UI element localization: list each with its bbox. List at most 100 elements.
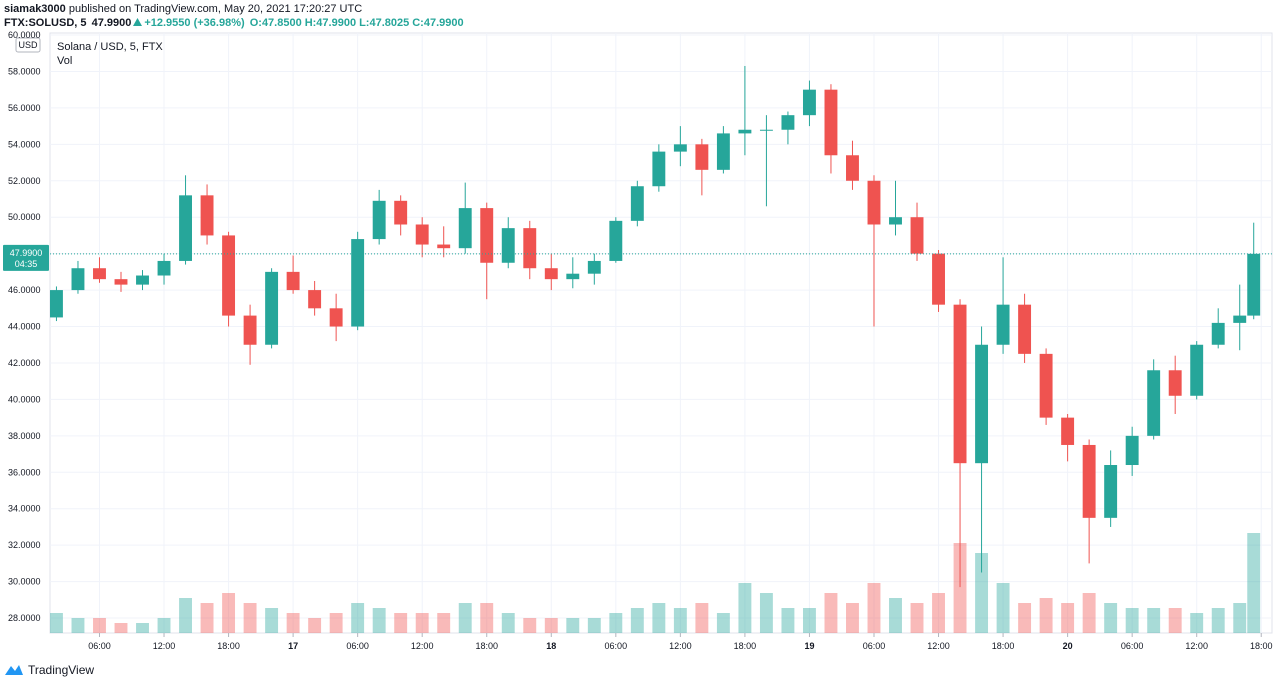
candle-body	[781, 115, 795, 130]
x-tick-label: 18:00	[475, 641, 498, 651]
volume-bar	[910, 603, 924, 633]
candle-body	[1082, 444, 1096, 518]
candle-body	[243, 315, 257, 345]
volume-bar	[996, 583, 1010, 633]
candle-body	[1018, 304, 1032, 354]
candle-body	[308, 290, 322, 309]
volume-bar	[846, 603, 859, 633]
y-tick-label: 44.0000	[8, 322, 41, 332]
x-tick-label: 06:00	[88, 641, 111, 651]
y-tick-label: 38.0000	[8, 431, 41, 441]
volume-bar	[415, 613, 429, 633]
candle-body	[759, 129, 773, 131]
candle-body	[609, 220, 623, 261]
volume-bar	[308, 618, 322, 633]
candle-body	[652, 151, 666, 187]
volume-label: Vol	[57, 55, 72, 67]
volume-bar	[587, 618, 601, 633]
x-tick-label: 19	[804, 641, 814, 651]
volume-bar	[953, 543, 967, 633]
x-tick-label: 12:00	[411, 641, 434, 651]
up-arrow	[133, 18, 143, 26]
candle-body	[157, 260, 171, 276]
chart: Solana / USD, 5, FTX Vol USD 28.0000 30.0…	[3, 30, 1273, 651]
publish-info: siamak3000 published on TradingView.com,…	[4, 3, 362, 15]
volume-bar	[1233, 603, 1247, 633]
volume-bar	[673, 608, 687, 633]
candle-body	[1147, 370, 1161, 436]
symbol-info: FTX:SOLUSD, 5 47.9900 +12.9550 (+36.98%) …	[4, 17, 467, 29]
volume-bar	[867, 583, 881, 633]
candle-body	[1061, 417, 1075, 445]
volume-bar	[802, 608, 816, 633]
y-tick-label: 56.0000	[8, 103, 41, 113]
volume-bar	[1018, 603, 1032, 633]
last-price-box	[3, 244, 49, 271]
x-tick-label: 06:00	[605, 641, 628, 651]
candle-body	[824, 89, 838, 156]
y-tick-label: 42.0000	[8, 358, 41, 368]
volume-bar	[394, 613, 408, 633]
volume-bar	[1211, 608, 1225, 633]
candle-body	[329, 308, 343, 327]
volume-bar	[50, 613, 63, 633]
x-tick-label: 17	[288, 641, 298, 651]
x-tick-label: 18:00	[217, 641, 240, 651]
volume-bar	[975, 553, 989, 633]
candle-body	[265, 271, 279, 345]
candles	[50, 65, 1261, 588]
candle-body	[975, 344, 989, 464]
volume-bar	[93, 618, 106, 633]
candle-body	[501, 228, 515, 263]
volume-bar	[1147, 608, 1161, 633]
currency-box	[15, 37, 41, 53]
volume-bar	[781, 608, 795, 633]
candle-body	[114, 279, 128, 285]
published: published on TradingView.com, May 20, 20…	[68, 3, 363, 15]
ohlc-close: C:47.9900	[412, 17, 464, 29]
y-tick-label: 54.0000	[8, 139, 41, 149]
y-tick-label: 36.0000	[8, 467, 41, 477]
volume-bar	[759, 593, 773, 633]
candle-body	[544, 268, 558, 280]
volume-bar	[222, 593, 236, 633]
y-tick-label: 40.0000	[8, 394, 41, 404]
volume-bar	[1082, 593, 1096, 633]
candle-body	[1104, 465, 1118, 518]
candle-body	[996, 304, 1010, 345]
candle-body	[587, 260, 601, 274]
candle-body	[1233, 315, 1247, 323]
volume-bar	[566, 618, 580, 633]
price: 47.9900	[91, 17, 132, 29]
candle-body	[1211, 322, 1225, 345]
y-tick-label: 34.0000	[8, 504, 41, 514]
volume-bar	[136, 623, 149, 633]
candle-body	[1039, 353, 1053, 418]
volume-bar	[243, 603, 257, 633]
candle-body	[437, 244, 451, 249]
candle-body	[71, 268, 85, 291]
candle-body	[889, 217, 902, 225]
x-tick-label: 06:00	[1121, 641, 1144, 651]
candle-body	[953, 304, 967, 464]
candle-body	[415, 224, 429, 245]
x-tick-label: 18:00	[992, 641, 1015, 651]
volume-bar	[437, 613, 451, 633]
y-tick-label: 58.0000	[8, 66, 41, 76]
candle-body	[372, 200, 386, 240]
y-tick-label: 52.0000	[8, 176, 41, 186]
candle-body	[846, 155, 859, 181]
volume-bar	[1061, 603, 1075, 633]
volume-bar	[652, 603, 666, 633]
candle-body	[458, 208, 472, 249]
volume-bar	[889, 598, 902, 633]
y-tick-label: 32.0000	[8, 540, 41, 550]
candle-body	[1168, 370, 1182, 396]
last-price-label: 47.9900	[10, 248, 43, 258]
x-tick-label: 20	[1063, 641, 1073, 651]
candle-body	[1125, 435, 1139, 466]
candle-body	[932, 253, 945, 305]
footer: TradingView	[4, 663, 94, 677]
y-tick-label: 28.0000	[8, 613, 41, 623]
x-tick-label: 12:00	[1185, 641, 1208, 651]
